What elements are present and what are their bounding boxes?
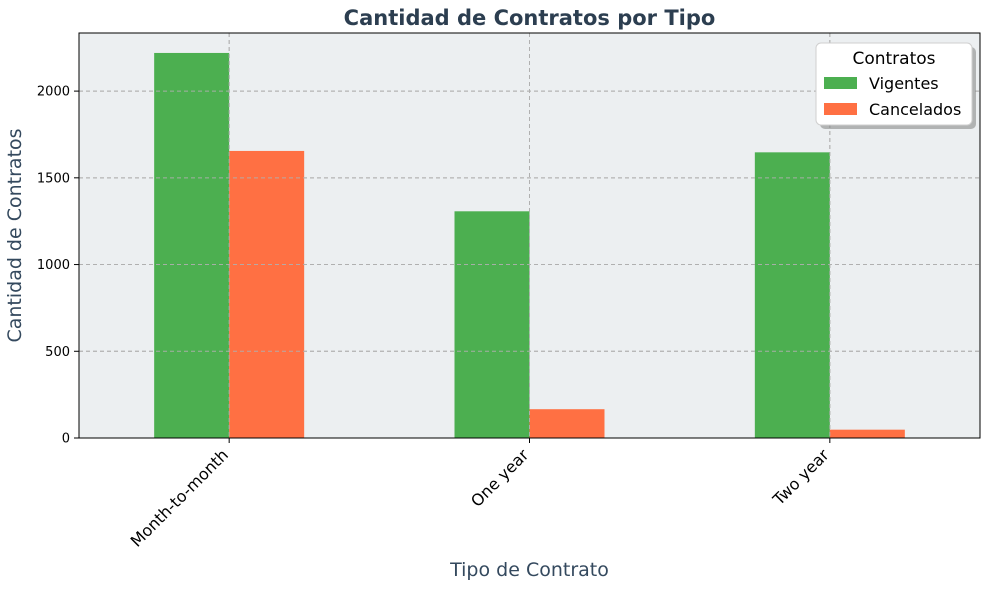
bar-cancelados-0	[229, 150, 305, 438]
x-tick-label: One year	[467, 445, 533, 511]
chart-title: Cantidad de Contratos por Tipo	[344, 6, 716, 30]
bar-vigentes-0	[154, 52, 230, 438]
y-tick-label: 1500	[37, 171, 70, 186]
y-axis-label: Cantidad de Contratos	[4, 128, 26, 342]
legend: Contratos Vigentes Cancelados	[815, 42, 976, 129]
y-tick-label: 0	[62, 432, 70, 447]
bar-vigentes-1	[454, 211, 530, 438]
legend-swatch-cancelados	[824, 103, 857, 115]
legend-title: Contratos	[852, 49, 935, 69]
y-tick-label: 1000	[37, 258, 70, 273]
x-axis-label: Tipo de Contrato	[449, 559, 609, 581]
legend-swatch-vigentes	[824, 77, 857, 89]
y-tick-label: 500	[45, 345, 70, 360]
bar-cancelados-1	[529, 409, 605, 438]
x-axis: Month-to-month One year Two year	[127, 438, 833, 551]
bar-cancelados-2	[829, 429, 905, 438]
y-tick-label: 2000	[37, 85, 70, 100]
bar-vigentes-2	[754, 152, 830, 438]
legend-label-cancelados: Cancelados	[869, 100, 961, 119]
legend-label-vigentes: Vigentes	[869, 74, 939, 93]
x-tick-label: Two year	[768, 445, 832, 509]
y-axis: 0 500 1000 1500 2000	[37, 85, 79, 447]
x-tick-label: Month-to-month	[127, 445, 232, 550]
bars	[79, 33, 980, 438]
